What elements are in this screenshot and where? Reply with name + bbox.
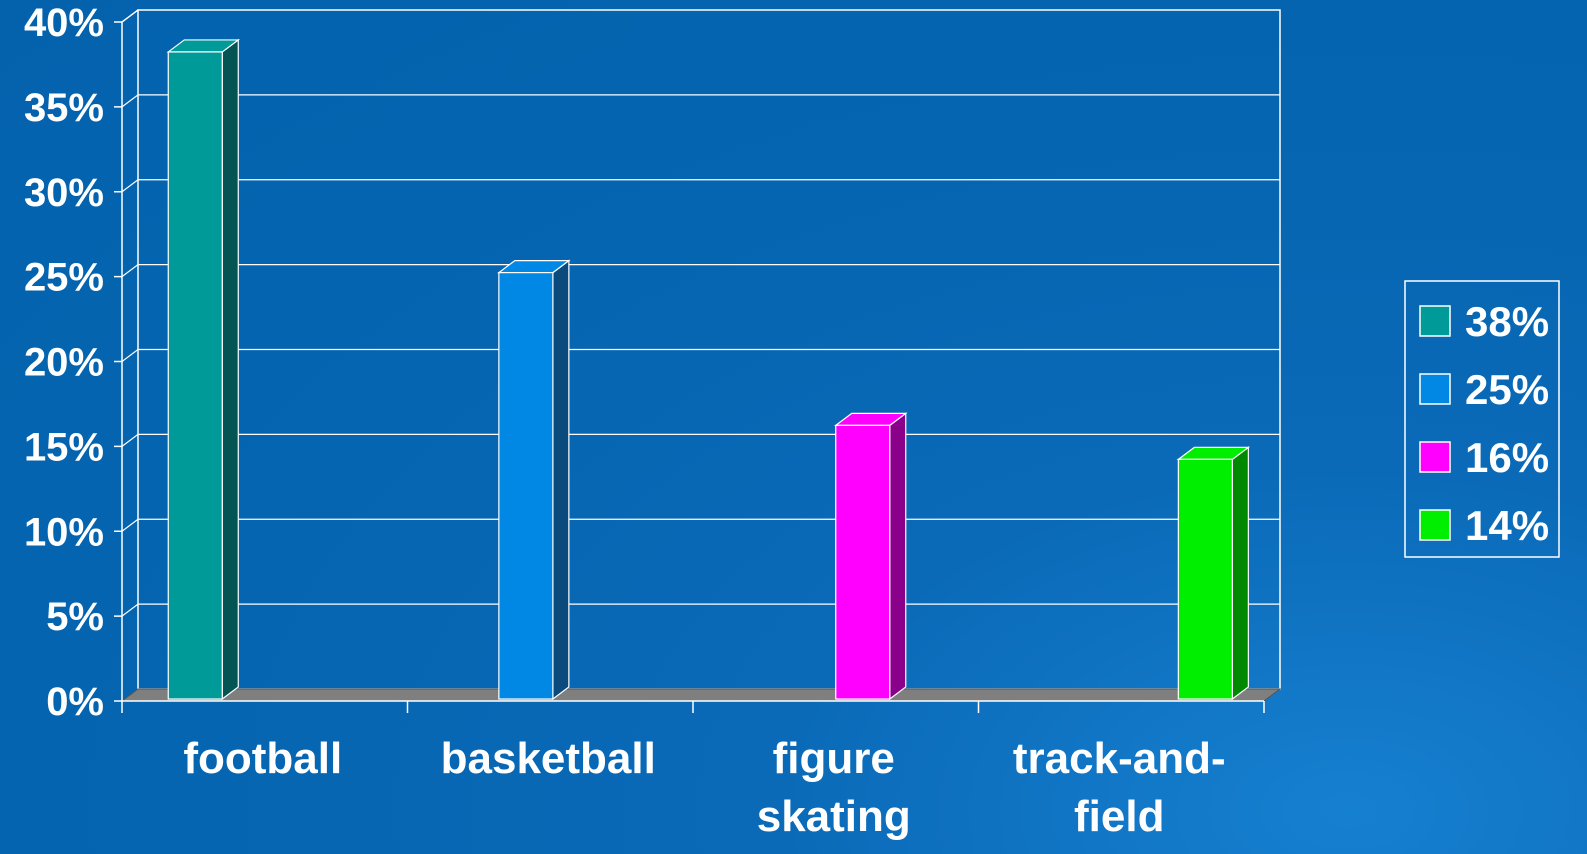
- bar-front-face: [498, 272, 554, 700]
- x-category-label: basketball: [441, 734, 656, 783]
- side-wall-top-edge: [121, 9, 139, 23]
- bar-basketball: [497, 259, 571, 701]
- gridlines: [121, 94, 1280, 617]
- gridline-side: [121, 603, 139, 617]
- bar-side-face: [552, 259, 570, 701]
- floor: [120, 688, 1282, 702]
- gridline-side: [121, 94, 139, 108]
- bar-football: [166, 38, 241, 701]
- axes: [114, 21, 1265, 713]
- gridline-side: [121, 433, 139, 447]
- bar-front-face: [1177, 458, 1233, 700]
- legend-swatch: [1419, 305, 1451, 337]
- legend-entry-label: 25%: [1465, 366, 1549, 413]
- y-tick-label: 40%: [24, 1, 104, 45]
- bar-track-and-field: [1176, 446, 1251, 701]
- y-tick-label: 30%: [24, 171, 104, 215]
- x-category-label-line: football: [183, 734, 342, 783]
- legend-swatch: [1419, 373, 1451, 405]
- legend-swatch: [1419, 441, 1451, 473]
- x-category-label-line: basketball: [441, 734, 656, 783]
- gridline-side: [121, 179, 139, 193]
- y-tick-label: 25%: [24, 256, 104, 300]
- gridline-side: [121, 264, 139, 278]
- plot-area: [120, 9, 1282, 702]
- x-category-label: track-and-field: [1013, 734, 1226, 841]
- y-tick-label: 35%: [24, 86, 104, 130]
- legend-entry-label: 14%: [1465, 502, 1549, 549]
- x-category-label-line: field: [1074, 792, 1164, 841]
- gridline-side: [121, 349, 139, 362]
- y-tick-label: 10%: [24, 510, 104, 554]
- y-tick-label: 0%: [46, 680, 104, 724]
- x-category-label-line: track-and-: [1013, 734, 1226, 783]
- legend-entry-label: 16%: [1465, 434, 1549, 481]
- bars: [166, 38, 1251, 701]
- legend-box: [1404, 280, 1560, 558]
- legend: 38% 25% 16% 14%: [1404, 280, 1560, 558]
- bar-side-face: [221, 38, 239, 701]
- y-tick-label: 5%: [46, 595, 104, 639]
- gridline-side: [121, 518, 139, 532]
- x-category-label: figure skating: [757, 734, 911, 841]
- legend-entry-label: 38%: [1465, 298, 1549, 345]
- x-category-label: football: [183, 734, 342, 783]
- bar-side-face: [1231, 446, 1249, 701]
- x-axis-category-labels: football basketball figure skating track-and…: [183, 734, 1225, 841]
- legend-swatch: [1419, 509, 1451, 541]
- bar-front-face: [835, 424, 891, 700]
- bar-side-face: [889, 412, 907, 701]
- x-category-label-line: skating: [757, 792, 911, 841]
- x-category-label-line: figure: [773, 734, 895, 783]
- y-axis-tick-labels: 0% 5% 10% 15% 20% 25% 30% 35% 40%: [24, 1, 104, 724]
- y-tick-label: 20%: [24, 341, 104, 385]
- bar-figure-skating: [833, 412, 908, 701]
- y-tick-label: 15%: [24, 425, 104, 469]
- bar-front-face: [167, 51, 223, 700]
